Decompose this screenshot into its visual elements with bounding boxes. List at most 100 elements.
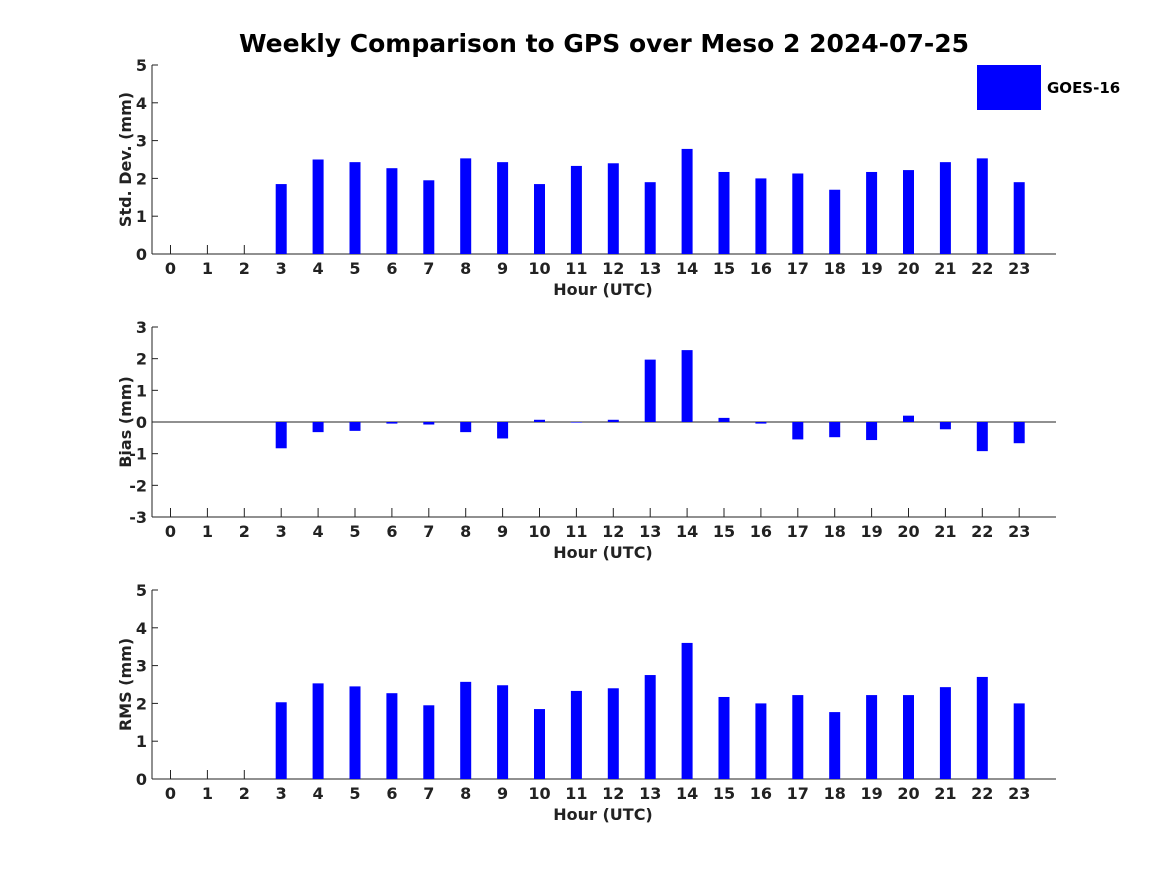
- x-tick-label: 14: [676, 259, 698, 278]
- x-tick-label: 11: [565, 784, 587, 803]
- x-tick-label: 20: [897, 522, 919, 541]
- x-tick-label: 9: [497, 784, 508, 803]
- bar-bias-hour-10: [534, 419, 545, 422]
- x-tick-label: 21: [934, 522, 956, 541]
- bar-rms-hour-8: [460, 681, 472, 779]
- x-tick-label: 19: [860, 259, 882, 278]
- x-tick-label: 5: [349, 784, 360, 803]
- y-tick-label: 2: [136, 169, 147, 188]
- x-tick-label: 8: [460, 784, 471, 803]
- bar-std-hour-22: [976, 158, 988, 254]
- y-tick-label: 1: [136, 207, 147, 226]
- y-axis-label: RMS (mm): [116, 638, 135, 731]
- bar-rms-hour-20: [903, 695, 914, 779]
- bar-bias-hour-15: [718, 417, 730, 422]
- chart-title: Weekly Comparison to GPS over Meso 2 202…: [239, 29, 969, 58]
- x-tick-label: 23: [1008, 522, 1030, 541]
- x-tick-label: 2: [239, 784, 250, 803]
- y-tick-label: 1: [136, 732, 147, 751]
- bar-rms-hour-15: [718, 696, 730, 779]
- y-tick-label: -2: [129, 476, 147, 495]
- y-tick-label: 0: [136, 413, 147, 432]
- x-tick-label: 3: [276, 259, 287, 278]
- bar-std-hour-23: [1013, 182, 1025, 254]
- x-axis-label: Hour (UTC): [553, 543, 653, 562]
- y-tick-label: 4: [136, 94, 147, 113]
- x-tick-label: 11: [565, 522, 587, 541]
- x-tick-label: 20: [897, 259, 919, 278]
- x-axis-label: Hour (UTC): [553, 280, 653, 299]
- bar-bias-hour-19: [866, 422, 878, 441]
- y-tick-label: 2: [136, 694, 147, 713]
- x-tick-label: 13: [639, 784, 661, 803]
- x-tick-label: 0: [165, 259, 176, 278]
- bar-bias-hour-14: [681, 350, 693, 422]
- x-tick-label: 8: [460, 522, 471, 541]
- x-tick-label: 1: [202, 522, 213, 541]
- bar-std-hour-7: [423, 180, 435, 254]
- bar-bias-hour-23: [1013, 422, 1025, 444]
- x-tick-label: 12: [602, 259, 624, 278]
- x-tick-label: 6: [386, 522, 397, 541]
- bar-std-hour-6: [386, 168, 398, 254]
- bar-bias-hour-22: [976, 422, 988, 452]
- x-tick-label: 14: [676, 522, 698, 541]
- x-tick-label: 2: [239, 522, 250, 541]
- bar-rms-hour-4: [312, 683, 324, 779]
- x-tick-label: 10: [528, 522, 550, 541]
- x-tick-label: 0: [165, 784, 176, 803]
- y-axis-label: Bias (mm): [116, 376, 135, 468]
- bar-rms-hour-7: [423, 705, 435, 779]
- bar-rms-hour-10: [534, 709, 545, 779]
- bar-std-hour-4: [312, 159, 324, 254]
- x-tick-label: 8: [460, 259, 471, 278]
- bar-rms-hour-14: [681, 642, 693, 779]
- legend-swatch-goes-16: [977, 65, 1041, 110]
- x-tick-label: 15: [713, 522, 735, 541]
- bar-bias-hour-16: [755, 422, 767, 424]
- x-tick-label: 10: [528, 784, 550, 803]
- bar-bias-hour-18: [829, 422, 841, 438]
- x-tick-label: 9: [497, 259, 508, 278]
- bar-std-hour-16: [755, 178, 767, 254]
- y-tick-label: 3: [136, 132, 147, 151]
- x-tick-label: 15: [713, 784, 735, 803]
- bar-rms-hour-16: [755, 703, 767, 779]
- y-tick-label: 5: [136, 581, 147, 600]
- bar-bias-hour-3: [275, 422, 287, 449]
- x-tick-label: 3: [276, 784, 287, 803]
- x-tick-label: 22: [971, 522, 993, 541]
- x-tick-label: 14: [676, 784, 698, 803]
- x-tick-label: 23: [1008, 259, 1030, 278]
- bar-rms-hour-19: [866, 695, 878, 779]
- bar-bias-hour-9: [497, 422, 509, 439]
- bar-bias-hour-11: [570, 422, 582, 423]
- x-tick-label: 16: [750, 522, 772, 541]
- bar-rms-hour-18: [829, 712, 841, 779]
- bar-std-hour-12: [607, 163, 619, 254]
- y-axis-label: Std. Dev. (mm): [116, 92, 135, 227]
- bar-bias-hour-20: [903, 415, 914, 422]
- y-tick-label: -1: [129, 445, 147, 464]
- x-tick-label: 13: [639, 522, 661, 541]
- y-tick-label: -3: [129, 508, 147, 527]
- bar-rms-hour-5: [349, 686, 361, 779]
- bar-std-hour-19: [866, 171, 878, 254]
- x-tick-label: 21: [934, 784, 956, 803]
- x-tick-label: 22: [971, 784, 993, 803]
- bar-std-hour-10: [534, 184, 545, 254]
- x-tick-label: 23: [1008, 784, 1030, 803]
- x-tick-label: 10: [528, 259, 550, 278]
- x-tick-label: 5: [349, 259, 360, 278]
- x-tick-label: 3: [276, 522, 287, 541]
- bar-std-hour-8: [460, 158, 472, 254]
- y-tick-label: 4: [136, 619, 147, 638]
- x-axis-label: Hour (UTC): [553, 805, 653, 824]
- bar-std-hour-9: [497, 162, 509, 254]
- bar-std-hour-14: [681, 148, 693, 254]
- x-tick-label: 4: [313, 522, 324, 541]
- x-tick-label: 6: [386, 259, 397, 278]
